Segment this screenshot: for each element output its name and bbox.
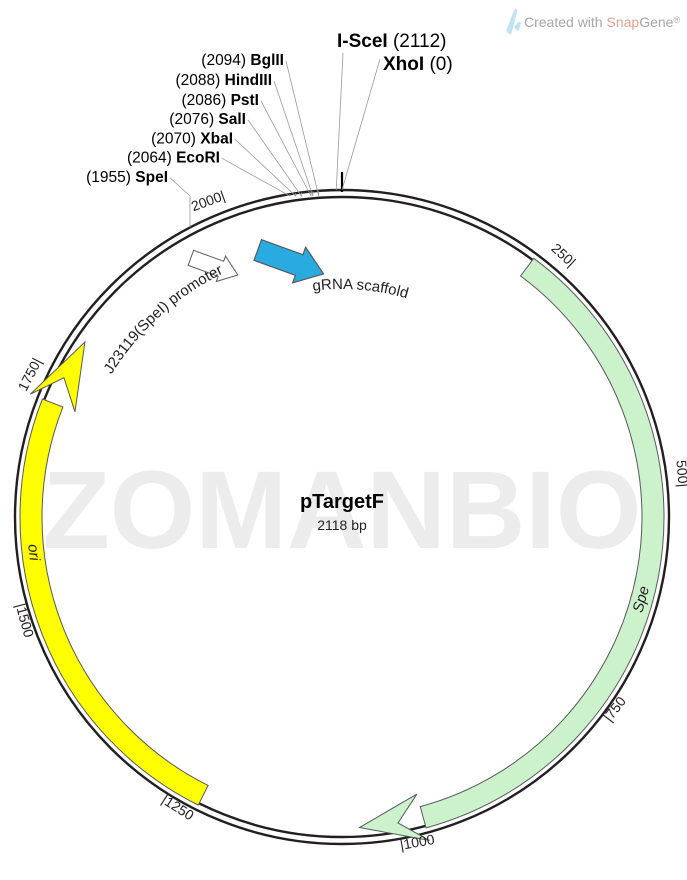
svg-text:XhoI (0): XhoI (0) <box>383 54 453 75</box>
svg-text:(2076) SalI: (2076) SalI <box>169 111 246 128</box>
svg-text:(2086) PstI: (2086) PstI <box>181 92 259 109</box>
svg-text:2118 bp: 2118 bp <box>317 517 367 533</box>
svg-text:gRNA scaffold: gRNA scaffold <box>312 276 411 302</box>
svg-text:(1955) SpeI: (1955) SpeI <box>86 169 168 186</box>
svg-text:ori: ori <box>24 543 43 562</box>
svg-text:pTargetF: pTargetF <box>300 491 384 513</box>
svg-text:(2094) BglII: (2094) BglII <box>201 52 284 69</box>
svg-text:(2064) EcoRI: (2064) EcoRI <box>127 149 220 166</box>
svg-text:250|: 250| <box>548 240 579 270</box>
svg-text:(2070) XbaI: (2070) XbaI <box>151 130 233 147</box>
svg-text:500|: 500| <box>673 459 687 487</box>
svg-text:2000|: 2000| <box>189 187 227 214</box>
svg-text:I-SceI (2112): I-SceI (2112) <box>337 31 447 52</box>
svg-text:Created with SnapGene®: Created with SnapGene® <box>524 14 680 30</box>
svg-text:(2088) HindIII: (2088) HindIII <box>176 72 272 89</box>
